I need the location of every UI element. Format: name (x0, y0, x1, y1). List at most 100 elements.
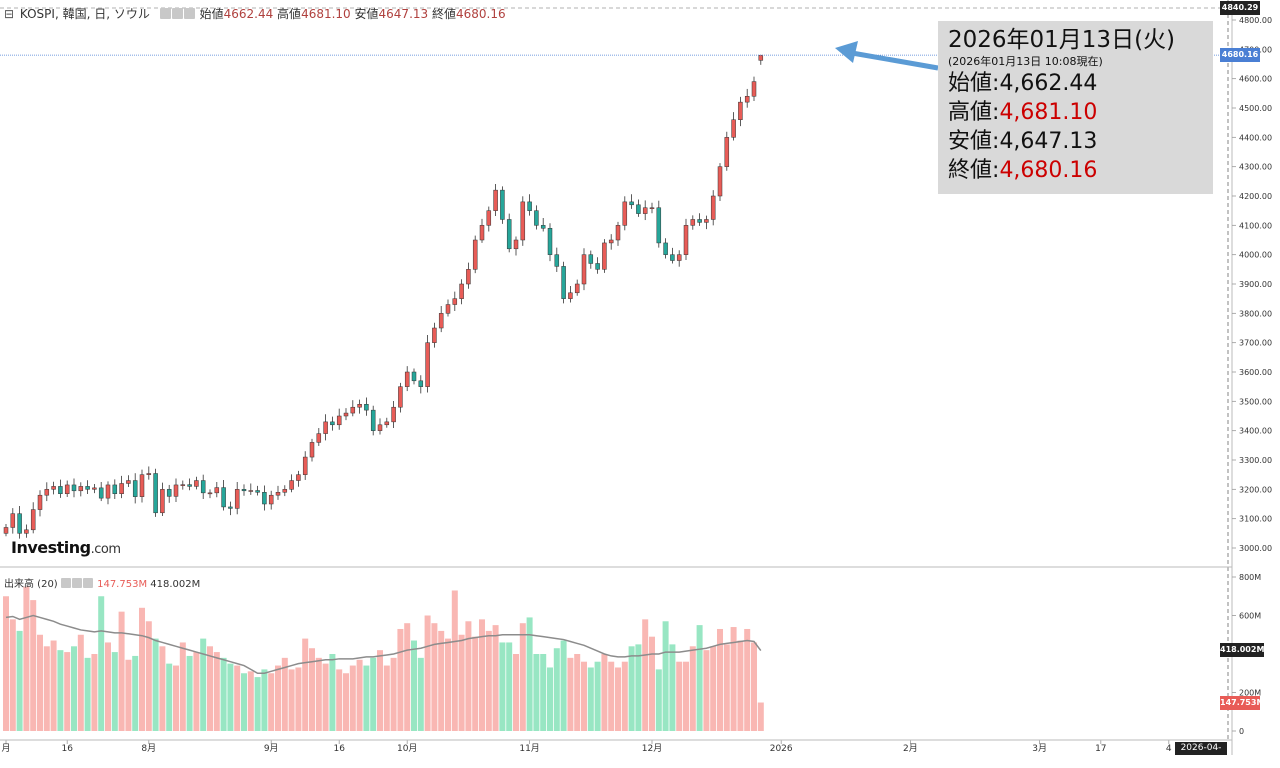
price-tick-label: 4000.00 (1239, 251, 1272, 260)
candle-body (398, 386, 403, 408)
ohlc-tooltip: 2026年01月13日(火) (2026年01月13日 10:08現在) 始値:… (938, 21, 1213, 194)
candle-body (527, 201, 532, 211)
price-tag-last: 4680.16 (1220, 48, 1260, 62)
volume-bar (458, 634, 465, 731)
candle-body (309, 442, 315, 458)
date-tick-label: 4 (1166, 744, 1172, 754)
candle-body (296, 474, 301, 481)
tooltip-sep: : (992, 158, 1000, 183)
volume-bar (23, 586, 30, 731)
candle-body (717, 166, 723, 197)
volume-bar (676, 661, 683, 731)
volume-bar (145, 621, 152, 731)
legend-market: 韓国 (62, 7, 87, 21)
price-tick-label: 3000.00 (1239, 544, 1272, 553)
volume-bar (383, 665, 390, 731)
settings-icon[interactable] (171, 8, 183, 19)
volume-tick-label: 0 (1239, 727, 1244, 736)
volume-bar (710, 646, 717, 731)
volume-settings-icon[interactable] (71, 578, 82, 588)
volume-bar (404, 623, 411, 731)
candle-body (581, 254, 587, 285)
volume-bar (642, 619, 649, 731)
price-tick-label: 4600.00 (1239, 75, 1272, 84)
volume-bar (309, 648, 315, 731)
volume-bar (268, 673, 275, 731)
volume-ma-line (5, 614, 762, 674)
volume-bar (200, 638, 207, 731)
volume-bar (288, 669, 295, 731)
eye-icon[interactable] (159, 8, 171, 19)
legend-open-label: 始値 (199, 7, 224, 21)
candle-body (418, 380, 424, 387)
volume-bar (227, 663, 234, 731)
volume-bar (492, 625, 499, 731)
volume-bar (71, 646, 77, 731)
legend-timezone: ソウル (113, 7, 150, 21)
volume-bar (703, 650, 710, 731)
candle-body (425, 342, 430, 387)
date-tick-label: 11月 (519, 743, 539, 754)
tooltip-close-row: 終値:4,680.16 (948, 156, 1213, 185)
price-tick-label: 4100.00 (1239, 221, 1272, 230)
candle-body (466, 269, 471, 285)
volume-bar (77, 634, 84, 731)
volume-bar (322, 663, 329, 731)
volume-bar (254, 677, 261, 731)
candle-body (214, 487, 220, 494)
candle-body (146, 473, 152, 475)
candle-body (132, 480, 138, 497)
candle-body (384, 421, 390, 426)
candle-body (221, 487, 226, 508)
close-icon[interactable] (183, 8, 195, 19)
volume-tick-label: 600M (1239, 612, 1261, 621)
candle-body (568, 292, 573, 299)
candle-body (255, 490, 260, 493)
tooltip-sep: : (992, 71, 1000, 96)
candle-body (642, 207, 648, 214)
volume-bar (356, 659, 363, 731)
investing-logo: Investing.com (11, 538, 121, 557)
volume-bar (553, 648, 560, 731)
date-tick-label: 8月 (141, 743, 156, 754)
price-tick-label: 3400.00 (1239, 427, 1272, 436)
volume-bar (98, 596, 105, 731)
candle-body (234, 489, 240, 509)
candle-body (479, 225, 485, 241)
volume-bar (186, 655, 193, 731)
volume-bar (451, 590, 458, 731)
date-tick-label: 2026 (770, 744, 793, 754)
volume-bar (717, 628, 723, 731)
candle-body (275, 492, 281, 496)
chart-legend: ⊟ KOSPI, 韓国, 日, ソウル 始値4662.44 高値4681.10 … (4, 7, 506, 21)
volume-legend: 出来高 (20) 147.753M 418.002M (4, 575, 200, 590)
candle-body (316, 433, 322, 443)
volume-bar (315, 657, 322, 731)
tooltip-low-row: 安値:4,647.13 (948, 127, 1213, 156)
volume-bar (363, 665, 370, 731)
candle-body (343, 412, 349, 417)
volume-bar (125, 659, 132, 731)
price-tick-label: 3100.00 (1239, 515, 1272, 524)
volume-bar (689, 646, 696, 731)
legend-open-value: 4662.44 (223, 7, 274, 21)
volume-bar (132, 655, 139, 731)
collapse-icon[interactable]: ⊟ (4, 7, 15, 21)
legend-close-value: 4680.16 (456, 7, 506, 21)
tooltip-close-value: 4,680.16 (999, 158, 1098, 183)
volume-bars (3, 586, 764, 731)
candle-body (690, 219, 696, 226)
legend-close-label: 終値 (431, 7, 456, 21)
volume-bar (587, 667, 594, 731)
candle-body (704, 219, 709, 223)
volume-bar (173, 665, 179, 731)
candle-body (629, 201, 634, 206)
candle-body (731, 119, 736, 138)
candle-body (500, 189, 505, 220)
volume-eye-icon[interactable] (60, 578, 71, 588)
volume-bar (152, 638, 159, 731)
volume-close-icon[interactable] (82, 578, 93, 588)
candle-body (289, 480, 294, 490)
price-tick-label: 4300.00 (1239, 163, 1272, 172)
